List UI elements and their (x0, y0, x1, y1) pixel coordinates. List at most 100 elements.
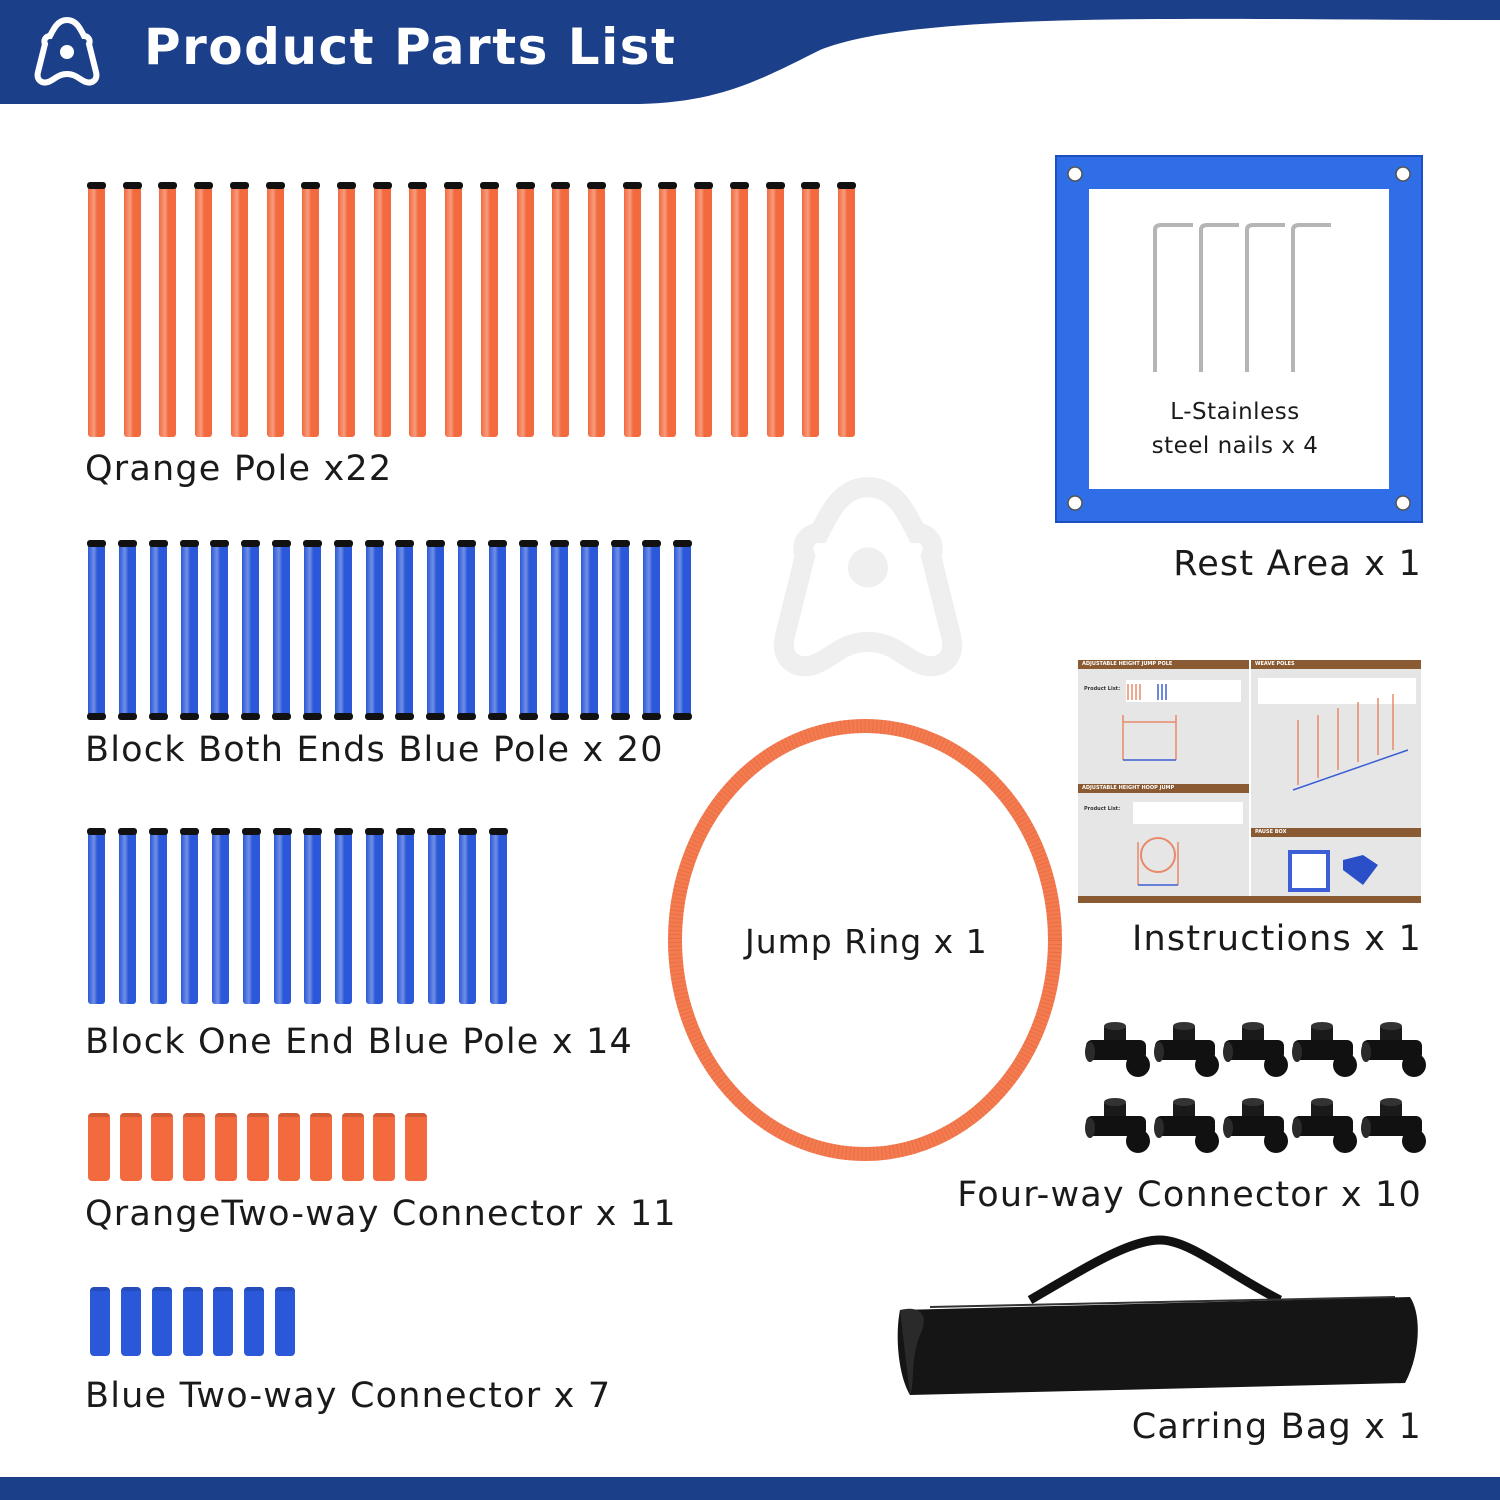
orange-pole (408, 182, 428, 437)
four-way-connector (1223, 1098, 1288, 1153)
instructions-sheet: ADJUSTABLE HEIGHT JUMP POLE WEAVE POLES … (1078, 660, 1421, 903)
blue-two-way-connector (182, 1287, 203, 1356)
header-banner (0, 0, 1500, 104)
orange-two-way-connector (405, 1113, 427, 1181)
one-end-blue-pole (148, 828, 168, 1004)
orange-two-way-connector (341, 1113, 364, 1181)
both-ends-blue-pole (457, 540, 477, 720)
orange-pole (122, 182, 142, 437)
four-way-connector (1361, 1022, 1426, 1077)
orange-pole (551, 182, 571, 437)
both-ends-blue-pole-label: Block Both Ends Blue Pole x 20 (85, 730, 664, 770)
orange-pole-label: Qrange Pole x22 (85, 449, 393, 489)
orange-pole (372, 182, 392, 437)
orange-two-way-connector (246, 1113, 269, 1181)
orange-two-way-connector (278, 1113, 301, 1181)
both-ends-blue-pole (241, 540, 261, 720)
one-end-blue-pole (334, 828, 354, 1004)
both-ends-blue-pole (673, 540, 692, 720)
both-ends-blue-pole (426, 540, 446, 720)
four-way-connector (1361, 1098, 1426, 1153)
nails-label-line1: L-Stainless (1170, 399, 1300, 425)
both-ends-blue-pole (395, 540, 415, 720)
both-ends-blue-pole (148, 540, 168, 720)
carrying-bag (897, 1235, 1418, 1395)
orange-pole (479, 182, 499, 437)
both-ends-blue-pole (580, 540, 600, 720)
orange-pole (265, 182, 285, 437)
four-way-connector (1085, 1022, 1150, 1077)
blue-two-way-connector (151, 1287, 172, 1356)
jump-ring-label: Jump Ring x 1 (745, 922, 988, 961)
blue-two-way-connector (120, 1287, 141, 1356)
instr-section-header: WEAVE POLES (1251, 660, 1421, 669)
blue-two-way-connector (90, 1287, 110, 1356)
blue-connector-label: Blue Two-way Connector x 7 (85, 1376, 612, 1416)
watermark-logo-icon (773, 477, 963, 677)
rest-area-grommets (1067, 166, 1411, 511)
page-title: Product Parts List (144, 18, 677, 76)
one-end-blue-pole (427, 828, 447, 1004)
orange-two-way-connector (88, 1113, 110, 1181)
l-nails-group (1153, 223, 1331, 372)
orange-pole (765, 182, 785, 437)
both-ends-blue-pole (518, 540, 538, 720)
four-way-connector (1154, 1022, 1219, 1077)
orange-pole (694, 182, 714, 437)
both-ends-blue-pole (333, 540, 353, 720)
one-end-blue-pole (87, 828, 106, 1004)
one-end-blue-pole (458, 828, 478, 1004)
l-nail (1153, 223, 1193, 372)
four-way-connector (1154, 1098, 1219, 1153)
orange-pole (837, 182, 856, 437)
one-end-blue-pole (272, 828, 292, 1004)
orange-pole (158, 182, 178, 437)
jump-ring (668, 719, 1062, 1161)
one-end-blue-pole (117, 828, 137, 1004)
rest-area-mat (1055, 155, 1423, 523)
both-ends-blue-pole (210, 540, 230, 720)
footer-bar (0, 1477, 1500, 1500)
both-ends-blue-pole (642, 540, 662, 720)
instr-section-header: ADJUSTABLE HEIGHT JUMP POLE (1078, 660, 1249, 669)
both-ends-blue-pole (302, 540, 322, 720)
blue-two-way-connector (213, 1287, 234, 1356)
orange-two-way-connector (183, 1113, 206, 1181)
brand-a-logo-icon (34, 16, 100, 86)
one-end-blue-pole (241, 828, 261, 1004)
instr-product-list-label: Product List: (1084, 686, 1121, 692)
l-nail (1245, 223, 1285, 372)
orange-pole (194, 182, 214, 437)
one-end-blue-pole (489, 828, 508, 1004)
four-way-connector (1292, 1098, 1357, 1153)
both-ends-blue-pole (611, 540, 631, 720)
one-end-blue-pole (210, 828, 230, 1004)
four-way-connector-label: Four-way Connector x 10 (957, 1175, 1422, 1215)
orange-two-way-connector (214, 1113, 237, 1181)
orange-two-way-connector (309, 1113, 332, 1181)
both-ends-blue-pole (272, 540, 292, 720)
blue-two-way-connector (275, 1287, 295, 1356)
orange-pole (729, 182, 749, 437)
orange-two-way-connector (373, 1113, 396, 1181)
orange-pole (587, 182, 606, 437)
instr-product-list-label: Product List: (1084, 806, 1121, 812)
blue-two-way-connector (244, 1287, 265, 1356)
both-ends-blue-pole (179, 540, 199, 720)
both-ends-blue-pole (364, 540, 384, 720)
one-end-blue-pole (396, 828, 416, 1004)
orange-pole (444, 182, 464, 437)
orange-pole (658, 182, 678, 437)
instructions-label: Instructions x 1 (1132, 919, 1422, 959)
orange-pole (229, 182, 249, 437)
orange-two-way-connector (119, 1113, 142, 1181)
orange-pole (301, 182, 321, 437)
both-ends-blue-pole (549, 540, 569, 720)
four-way-connector-group (1085, 1022, 1426, 1153)
both-ends-blue-pole (487, 540, 507, 720)
one-end-blue-pole (179, 828, 199, 1004)
nails-label-line2: steel nails x 4 (1151, 433, 1319, 459)
one-end-blue-pole (303, 828, 323, 1004)
orange-two-way-connector (151, 1113, 174, 1181)
four-way-connector (1223, 1022, 1288, 1077)
